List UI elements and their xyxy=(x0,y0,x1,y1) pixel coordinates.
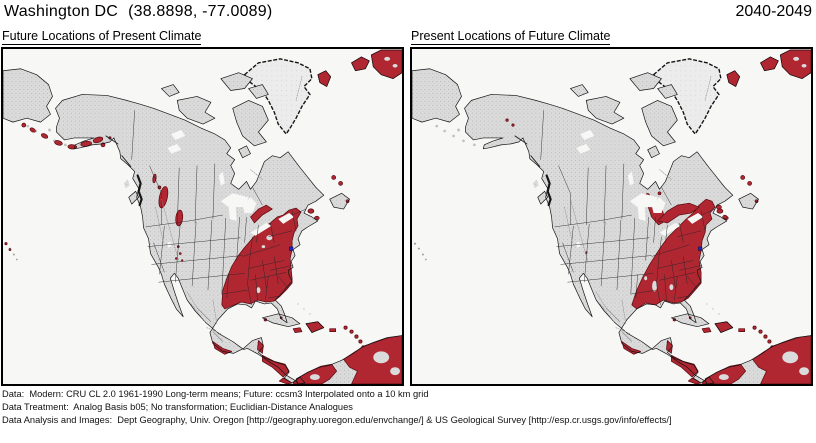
location-coordinates: (38.8898, -77.0089) xyxy=(128,3,273,20)
credits-analysis: Data Analysis and Images: Dept Geography… xyxy=(2,415,672,425)
map-canvas-right xyxy=(412,49,811,384)
washington-dc-marker xyxy=(698,246,703,251)
page-title: Washington DC (38.8898, -77.0089) xyxy=(4,3,272,21)
location-name: Washington DC xyxy=(4,3,119,20)
map-future-locations-of-present-climate xyxy=(1,47,404,386)
left-map-title: Future Locations of Present Climate xyxy=(2,29,202,45)
washington-dc-marker xyxy=(289,246,294,251)
map-present-locations-of-future-climate xyxy=(410,47,813,386)
time-period: 2040-2049 xyxy=(735,3,812,20)
credits-data-source: Data: Modern: CRU CL 2.0 1961-1990 Long-… xyxy=(2,389,429,399)
map-canvas-left xyxy=(3,49,402,384)
right-map-title: Present Locations of Future Climate xyxy=(411,29,611,45)
credits-data-treatment: Data Treatment: Analog Basis b05; No tra… xyxy=(2,402,353,412)
